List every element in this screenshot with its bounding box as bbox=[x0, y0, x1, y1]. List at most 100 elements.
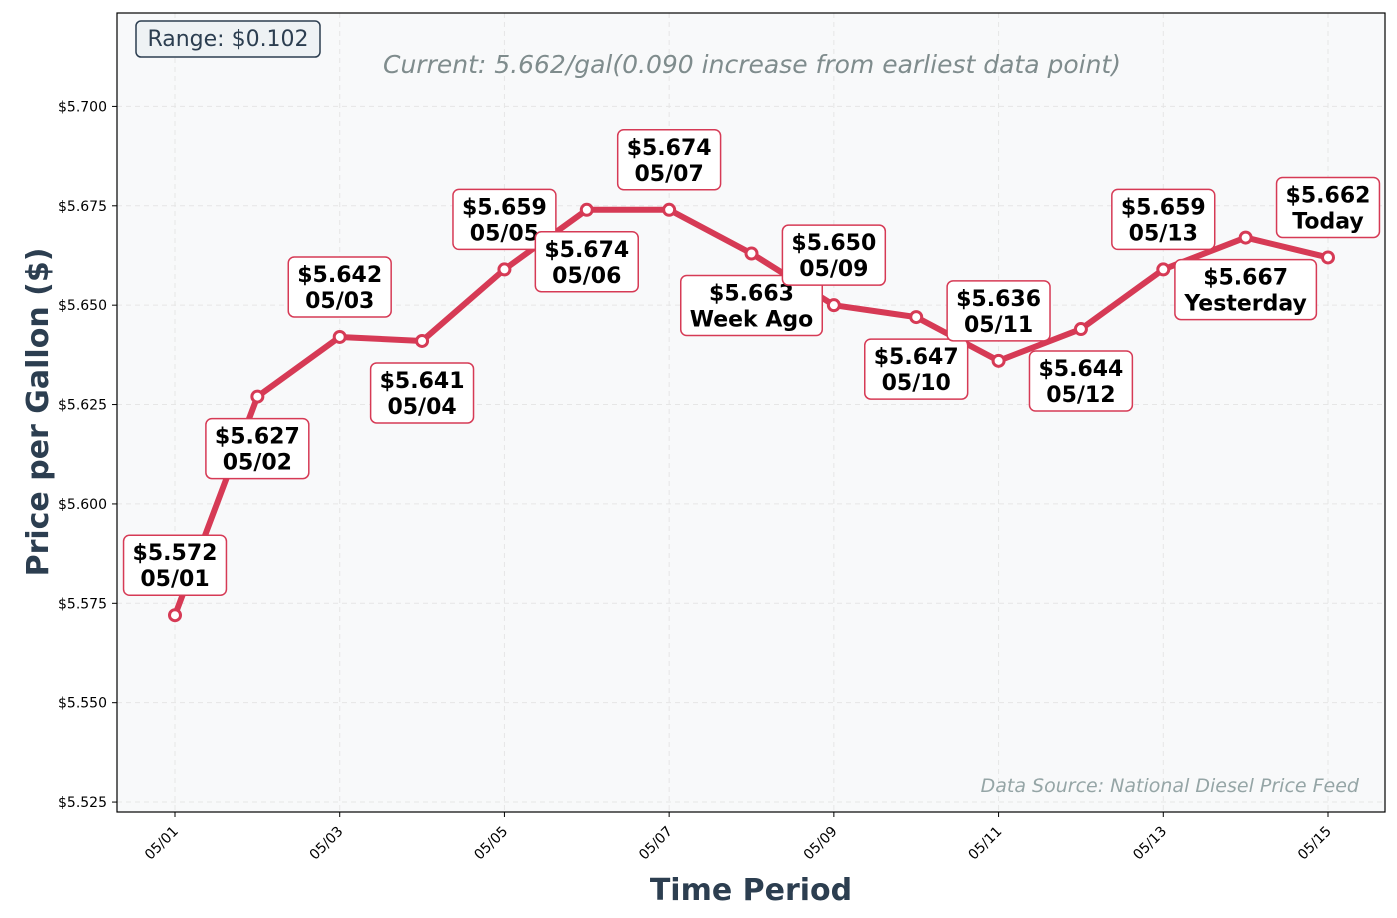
data-label-date: 05/06 bbox=[552, 264, 621, 289]
data-label-date: 05/04 bbox=[387, 395, 456, 420]
data-label-date: 05/02 bbox=[223, 451, 292, 476]
data-label-price: $5.667 bbox=[1203, 266, 1288, 291]
data-label-price: $5.636 bbox=[956, 287, 1041, 312]
range-box: Range: $0.102 bbox=[135, 20, 321, 58]
data-label-price: $5.663 bbox=[709, 281, 794, 306]
data-point bbox=[1073, 322, 1088, 337]
x-tick-label: 05/07 bbox=[636, 824, 676, 864]
data-label-price: $5.674 bbox=[627, 136, 712, 161]
data-point bbox=[332, 329, 347, 344]
data-label-price: $5.641 bbox=[380, 369, 465, 394]
data-label-price: $5.659 bbox=[462, 195, 547, 220]
data-point bbox=[826, 298, 841, 313]
data-label-date: Week Ago bbox=[690, 307, 814, 332]
data-label-date: Yesterday bbox=[1183, 292, 1306, 317]
data-point bbox=[744, 246, 759, 261]
data-label-box bbox=[1028, 350, 1134, 412]
data-label-price: $5.662 bbox=[1286, 183, 1371, 208]
y-tick-label: $5.625 bbox=[58, 398, 107, 414]
data-point bbox=[1238, 230, 1253, 245]
data-point bbox=[1321, 250, 1335, 265]
data-label-box bbox=[946, 280, 1051, 342]
y-tick-label: $5.650 bbox=[58, 298, 107, 314]
data-point bbox=[250, 389, 265, 404]
x-tick-label: 05/05 bbox=[471, 824, 511, 864]
data-point bbox=[497, 262, 512, 277]
y-tick-label: $5.575 bbox=[58, 596, 107, 612]
data-point bbox=[579, 202, 594, 217]
annotations: $5.57205/01$5.62705/02$5.64205/03$5.6410… bbox=[122, 129, 1381, 623]
data-point bbox=[415, 333, 430, 348]
data-label-box bbox=[205, 417, 310, 480]
data-label-price: $5.650 bbox=[791, 231, 876, 256]
data-label-box bbox=[616, 129, 722, 191]
plot-frame bbox=[116, 12, 1386, 813]
current-price-text: Current: 5.662/gal(0.090 increase from e… bbox=[383, 50, 1121, 79]
data-label-box bbox=[534, 231, 639, 293]
data-label-box bbox=[679, 274, 824, 337]
data-label-price: $5.642 bbox=[297, 263, 382, 288]
data-label-price: $5.647 bbox=[874, 345, 959, 370]
y-axis-title: Price per Gallon ($) bbox=[21, 248, 56, 577]
data-point bbox=[991, 353, 1006, 368]
data-label-price: $5.659 bbox=[1121, 195, 1206, 220]
data-label-date: 05/03 bbox=[305, 289, 374, 314]
data-point bbox=[662, 202, 677, 217]
data-label-box bbox=[369, 362, 475, 424]
plot-area bbox=[117, 13, 1385, 812]
y-tick-label: $5.550 bbox=[58, 696, 107, 712]
data-label-date: 05/12 bbox=[1046, 383, 1115, 408]
x-axis-ticks: 05/01 05/03 05/05 05/07 05/09 05/11 05/13 05/15 bbox=[142, 812, 1335, 863]
data-label-box bbox=[781, 224, 887, 286]
range-text: Range: $0.102 bbox=[147, 27, 308, 52]
data-label-date: 05/11 bbox=[964, 313, 1033, 338]
y-axis-ticks: $5.525 $5.550 $5.575 $5.600 $5.625 $5.650 $5.6… bbox=[58, 99, 117, 811]
data-label-box bbox=[287, 256, 392, 318]
x-tick-label: 05/03 bbox=[307, 824, 347, 864]
y-tick-label: $5.700 bbox=[58, 99, 107, 115]
y-tick-label: $5.600 bbox=[58, 497, 107, 513]
data-label-box bbox=[1275, 176, 1381, 239]
x-tick-label: 05/01 bbox=[142, 824, 182, 864]
data-point bbox=[1156, 262, 1171, 277]
data-label-date: 05/05 bbox=[470, 221, 539, 246]
data-label-date: Today bbox=[1292, 209, 1363, 234]
y-tick-label: $5.675 bbox=[58, 199, 107, 215]
data-label-box bbox=[1174, 258, 1318, 321]
data-label-date: 05/07 bbox=[635, 162, 704, 187]
data-label-date: 05/09 bbox=[799, 257, 868, 282]
x-axis-title: Time Period bbox=[650, 873, 852, 908]
data-label-date: 05/10 bbox=[882, 371, 951, 396]
x-tick-label: 05/15 bbox=[1295, 824, 1335, 864]
data-label-price: $5.674 bbox=[544, 238, 629, 263]
data-label-date: 05/01 bbox=[140, 567, 209, 592]
y-tick-label: $5.525 bbox=[58, 795, 107, 811]
data-label-date: 05/13 bbox=[1129, 221, 1198, 246]
data-label-price: $5.644 bbox=[1038, 357, 1123, 382]
data-label-price: $5.572 bbox=[133, 541, 218, 566]
data-label-box bbox=[864, 338, 969, 400]
data-point bbox=[168, 608, 182, 623]
data-label-price: $5.627 bbox=[215, 425, 300, 450]
data-source-text: Data Source: National Diesel Price Feed bbox=[981, 775, 1360, 797]
x-tick-label: 05/11 bbox=[966, 824, 1006, 864]
data-label-box bbox=[122, 534, 228, 596]
data-label-box bbox=[1111, 188, 1216, 251]
x-tick-label: 05/09 bbox=[801, 824, 841, 864]
